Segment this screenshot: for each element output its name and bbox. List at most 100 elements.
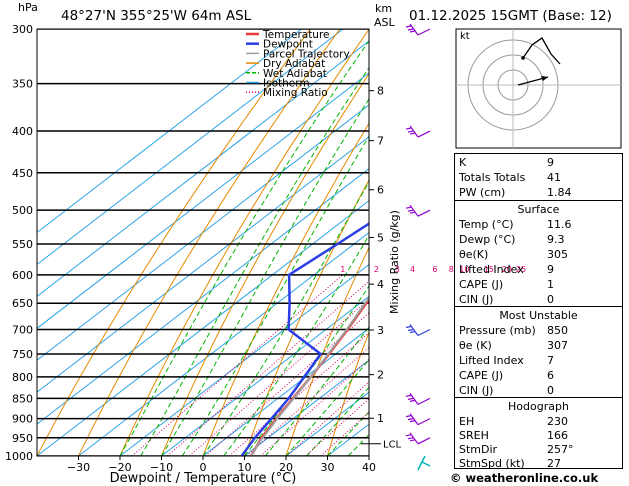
mixing-ratio-label: 4 — [410, 265, 415, 274]
mixing-ratio-label: 20 — [502, 265, 512, 274]
mixing-ratio-axis-title: Mixing Ratio (g/kg) — [388, 210, 401, 314]
wind-barb-shaft — [417, 209, 431, 217]
lcl-label: LCL — [383, 440, 402, 451]
wind-barb — [405, 393, 419, 405]
wet-adiabat-line — [264, 326, 369, 456]
legend-label: Wet Adiabat — [263, 68, 327, 80]
pressure-tick-label: 550 — [12, 238, 33, 251]
wet-adiabat-line — [140, 66, 369, 456]
most-unstable-title: Most Unstable — [499, 309, 578, 322]
wet-adiabat-line — [285, 359, 369, 456]
isotherm-line — [244, 359, 369, 456]
wind-barb-surface — [417, 455, 431, 471]
x-tick-label: −10 — [150, 461, 173, 474]
legend-label: Dewpoint — [263, 39, 313, 51]
series-dewpoint — [240, 222, 369, 456]
datetime-title: 01.12.2025 15GMT (Base: 12) — [409, 8, 612, 24]
wet-adiabat-line — [202, 180, 369, 456]
background-lines — [37, 29, 369, 456]
isotherm-line — [202, 327, 369, 456]
wind-barb-shaft — [417, 397, 431, 405]
wind-barb — [405, 23, 419, 36]
mixing-ratio-label: 1 — [340, 265, 345, 274]
pressure-tick-label: 500 — [12, 204, 33, 217]
mixing-ratio-label: 3 — [395, 265, 400, 274]
isotherm-line — [78, 231, 369, 456]
hodograph-trace — [522, 37, 561, 65]
dry-adiabat-line — [327, 330, 369, 456]
profile-lines — [240, 222, 369, 456]
most-unstable-box: Most Unstable Pressure (mb) 850 θe (K) 307… — [454, 306, 623, 398]
hodograph-frame — [455, 28, 622, 149]
km-label: km — [375, 2, 392, 15]
surface-box: Surface Temp (°C) 11.6 Dewp (°C) 9.3 θe(K)… — [454, 200, 623, 307]
km-tick-label: 6 — [377, 184, 384, 197]
mixing-ratio-line — [167, 280, 369, 456]
hodograph: kt — [455, 28, 622, 149]
isotherm-line — [161, 295, 369, 456]
x-tick-label: 40 — [362, 461, 376, 474]
legend-label: Isotherm — [263, 78, 310, 90]
wind-barbs — [405, 23, 431, 471]
km-tick-label: 3 — [377, 324, 384, 337]
mixing-ratio-line — [246, 346, 369, 456]
wind-barb — [405, 125, 419, 138]
mixing-ratio-label: 6 — [432, 265, 437, 274]
hodograph-kt-label: kt — [460, 31, 470, 42]
wind-barb-shaft — [417, 28, 431, 36]
hodograph-box: Hodograph EH 230 SREH 166 StmDir 257° StmSp… — [454, 397, 623, 470]
x-tick-label: 30 — [321, 461, 335, 474]
isotherm-line — [119, 263, 369, 456]
legend-label: Parcel Trajectory — [263, 48, 350, 60]
legend-label: Mixing Ratio — [263, 87, 328, 99]
x-tick-label: 0 — [200, 461, 207, 474]
asl-label: ASL — [374, 16, 396, 29]
x-tick-label: 10 — [238, 461, 252, 474]
mixing-ratio-label: 8 — [449, 265, 454, 274]
km-tick-label: 1 — [377, 412, 384, 425]
wind-barb-shaft — [417, 328, 431, 337]
height-axis: 8 7 6 5 4 3 2 1 LCL — [361, 85, 402, 451]
mixing-ratio-line — [228, 331, 369, 456]
storm-motion-arrowhead — [541, 76, 548, 81]
series-parcel-trajectory — [250, 295, 369, 456]
location-title: 48°27'N 355°25'W 64m ASL — [61, 8, 252, 24]
km-tick-label: 2 — [377, 369, 384, 382]
wind-barb-shaft — [417, 418, 431, 426]
mixing-ratio-label: 10 — [459, 265, 469, 274]
temperature-axis: −30 −20 −10 0 10 20 30 40 — [67, 456, 376, 474]
km-tick-label: 4 — [377, 278, 384, 291]
wind-barb — [405, 413, 419, 425]
mixing-ratio-label: 15 — [484, 265, 494, 274]
isotherm-line — [37, 104, 369, 361]
x-tick-label: −20 — [108, 461, 131, 474]
pressure-tick-label: 1000 — [5, 450, 33, 463]
hodograph-title: Hodograph — [508, 400, 569, 413]
wind-barb-shaft — [417, 130, 431, 138]
isotherm-line — [37, 40, 369, 298]
wind-barb — [405, 204, 419, 217]
wind-barb — [405, 324, 419, 336]
km-tick-label: 7 — [377, 135, 384, 148]
mixing-ratio-line — [260, 358, 369, 456]
pressure-tick-label: 800 — [12, 371, 33, 384]
isotherm-line — [37, 72, 369, 329]
isotherm-line — [37, 168, 369, 425]
pressure-tick-label: 900 — [12, 413, 33, 426]
wind-barb — [405, 432, 419, 445]
wet-adiabat-line — [119, 39, 369, 456]
mixing-ratio-label: 25 — [516, 265, 526, 274]
isotherm-line — [37, 136, 369, 393]
km-tick-label: 8 — [377, 85, 384, 98]
legend-label: Temperature — [262, 29, 330, 41]
x-tick-label: −30 — [67, 461, 90, 474]
pressure-tick-label: 750 — [12, 348, 33, 361]
mixing-ratio-line — [320, 411, 369, 456]
pressure-tick-label: 700 — [12, 324, 33, 337]
isotherm-line — [37, 199, 369, 456]
isotherm-line — [37, 29, 344, 266]
pressure-tick-label: 450 — [12, 167, 33, 180]
